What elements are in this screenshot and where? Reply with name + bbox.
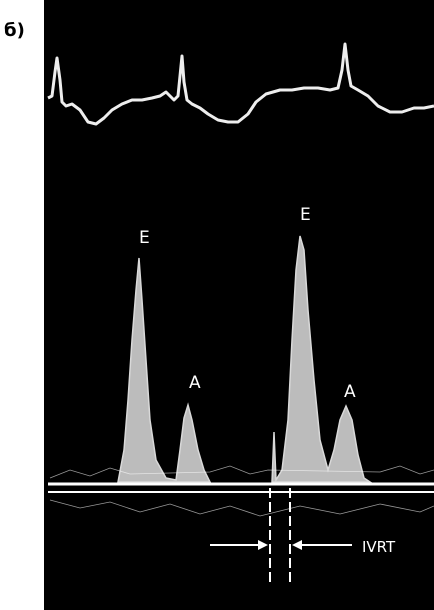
interval-label: IVRT bbox=[362, 538, 396, 556]
peak-label: A bbox=[344, 382, 356, 402]
peak-label: E bbox=[139, 228, 150, 248]
figure: б) E A E A IVRT bbox=[0, 0, 434, 610]
scan-background bbox=[44, 0, 434, 610]
peak-label: E bbox=[300, 205, 311, 225]
peak-label: A bbox=[189, 373, 201, 393]
panel-label: б) bbox=[4, 20, 25, 41]
